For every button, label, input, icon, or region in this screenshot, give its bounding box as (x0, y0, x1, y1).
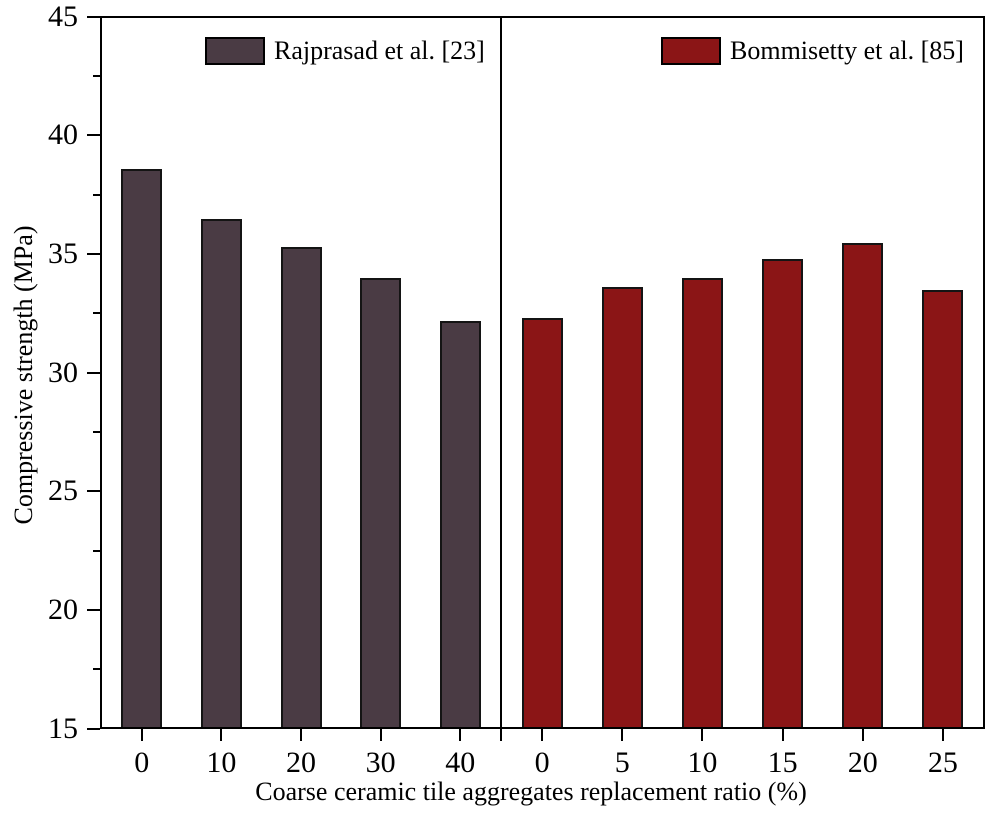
legend-label-bommisetty: Bommisetty et al. [85] (730, 36, 964, 65)
x-tick (220, 729, 223, 741)
x-tick-label: 40 (445, 746, 476, 779)
y-minor-tick (93, 74, 100, 77)
y-minor-tick (93, 193, 100, 196)
x-tick-label: 5 (614, 746, 630, 779)
bar-rajprasad-40 (439, 320, 481, 727)
y-tick-label: 40 (48, 118, 78, 152)
x-tick-label: 10 (206, 746, 237, 779)
bar-bommisetty-25 (922, 289, 964, 727)
divider-tick (500, 729, 502, 741)
bar-bommisetty-20 (842, 242, 884, 727)
x-tick-label: 0 (134, 746, 150, 779)
x-tick (459, 729, 462, 741)
y-tick-label: 45 (48, 0, 78, 33)
legend-label-rajprasad: Rajprasad et al. [23] (274, 36, 485, 65)
panel-divider (500, 18, 502, 727)
y-minor-tick (93, 549, 100, 552)
y-major-tick (87, 490, 100, 493)
x-tick-label: 20 (847, 746, 878, 779)
x-tick (379, 729, 382, 741)
y-tick-label: 15 (48, 711, 78, 745)
bar-bommisetty-15 (762, 259, 804, 727)
x-tick-label: 20 (286, 746, 316, 779)
x-tick (541, 729, 544, 741)
y-axis-title: Compressive strength (MPa) (9, 225, 38, 525)
y-major-tick (87, 608, 100, 611)
x-tick (140, 729, 143, 741)
bar-rajprasad-0 (121, 169, 163, 727)
legend-swatch-bommisetty (661, 37, 721, 65)
bar-bommisetty-0 (521, 318, 563, 727)
bar-bommisetty-10 (681, 277, 723, 727)
plot-area: Rajprasad et al. [23] Bommisetty et al. … (100, 16, 985, 729)
x-tick (941, 729, 944, 741)
x-tick (861, 729, 864, 741)
x-tick (781, 729, 784, 741)
bar-rajprasad-30 (360, 277, 402, 727)
x-axis-title: Coarse ceramic tile aggregates replaceme… (255, 777, 807, 806)
x-tick (300, 729, 302, 741)
x-tick-label: 0 (534, 746, 550, 779)
x-tick-label: 15 (767, 746, 798, 779)
x-tick (621, 729, 624, 741)
y-major-tick (87, 252, 100, 255)
y-tick-label: 20 (48, 592, 78, 626)
legend-bommisetty: Bommisetty et al. [85] (661, 37, 964, 65)
x-tick-label: 30 (365, 746, 396, 779)
x-tick-label: 25 (927, 746, 958, 779)
y-major-tick (87, 15, 100, 18)
bars-layer (102, 18, 983, 727)
x-tick-label: 10 (687, 746, 718, 779)
bar-rajprasad-20 (280, 247, 322, 727)
x-tick (701, 729, 704, 741)
legend-rajprasad: Rajprasad et al. [23] (205, 37, 485, 65)
legend-swatch-rajprasad (205, 37, 265, 65)
y-major-tick (87, 371, 100, 374)
bar-bommisetty-5 (601, 287, 643, 727)
y-minor-tick (93, 668, 100, 671)
y-major-tick (87, 134, 100, 137)
bar-rajprasad-10 (200, 218, 242, 727)
y-major-tick (87, 727, 100, 730)
y-minor-tick (93, 312, 100, 315)
y-minor-tick (93, 430, 100, 433)
